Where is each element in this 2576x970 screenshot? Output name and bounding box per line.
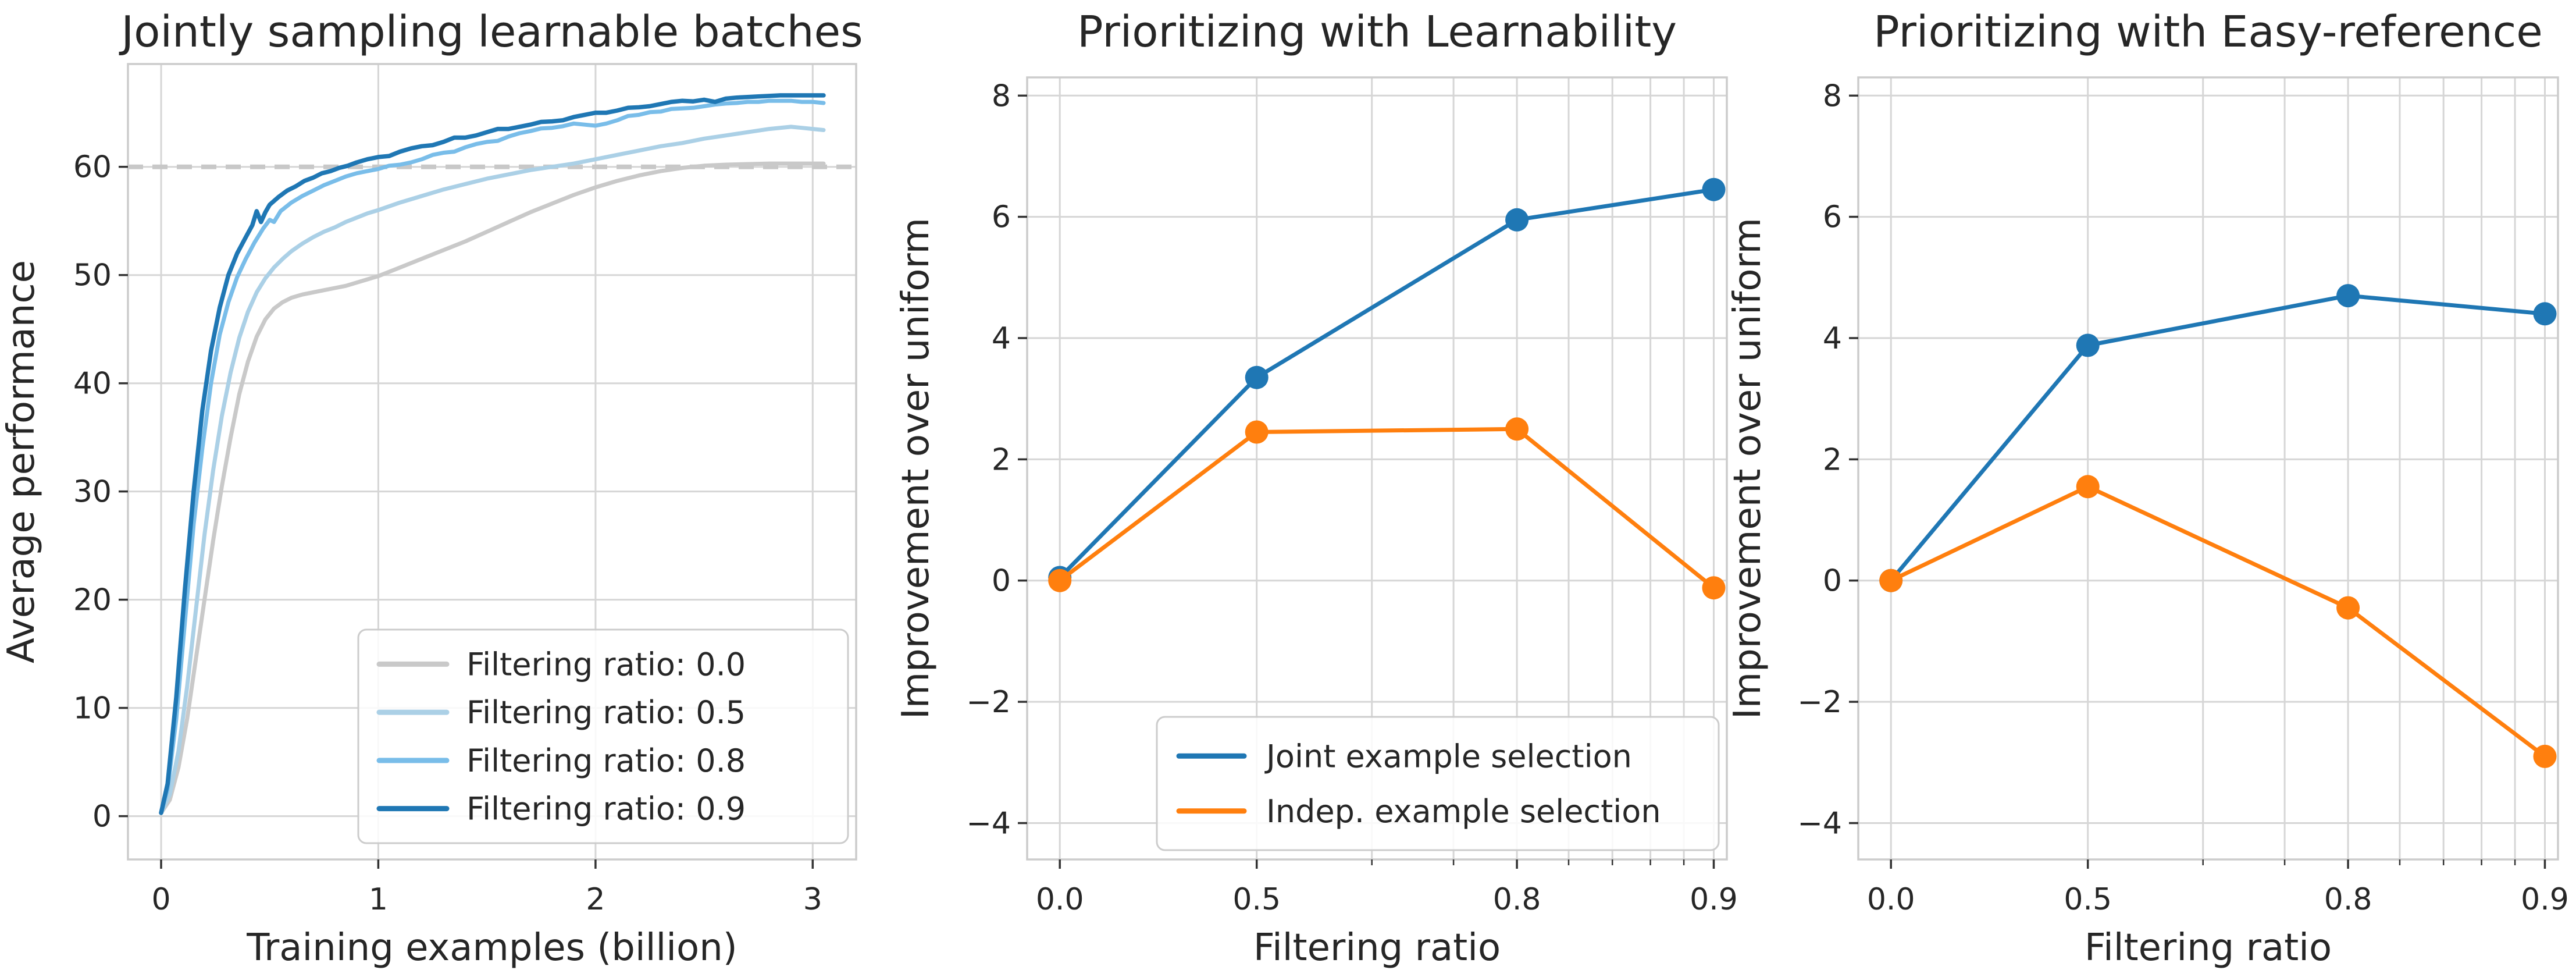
legend-label: Indep. example selection <box>1266 793 1661 830</box>
x-tick-label: 0.5 <box>2064 882 2112 917</box>
chart-easy-reference: 0.0 0.5 0.8 0.9 −4 −2 0 2 4 6 8 Prioritizing with E… <box>1726 7 2569 969</box>
chart-title: Prioritizing with Learnability <box>1077 7 1677 57</box>
y-tick-label: 0 <box>992 564 1011 599</box>
series-line-filtering-ratio-0.5 <box>159 125 826 815</box>
data-point-indep.-example-selection <box>1048 569 1072 592</box>
series-line-indep.-example-selection <box>1057 427 1716 590</box>
series-line-joint-example-selection <box>1889 293 2547 583</box>
data-point-joint-example-selection <box>1505 208 1529 232</box>
y-tick-label: −4 <box>1797 806 1842 841</box>
y-tick-label: 8 <box>1823 79 1842 113</box>
plot-border <box>127 63 857 861</box>
chart-learnability: 0.0 0.5 0.8 0.9 −4 −2 0 2 4 6 8 Prioritizing with L… <box>895 7 1738 969</box>
y-tick-label: 2 <box>1823 442 1842 477</box>
x-axis-label: Filtering ratio <box>2085 926 2332 969</box>
data-point-joint-example-selection <box>1245 365 1269 389</box>
y-axis-label: Improvement over uniform <box>895 218 938 719</box>
legend-label: Filtering ratio: 0.5 <box>466 694 746 731</box>
data-point-joint-example-selection <box>2076 333 2100 357</box>
x-axis-label: Filtering ratio <box>1253 926 1501 969</box>
data-point-indep.-example-selection <box>1702 576 1726 600</box>
y-tick-label: −2 <box>966 685 1011 720</box>
data-point-indep.-example-selection <box>1505 417 1529 441</box>
y-tick-label: 6 <box>1823 200 1842 235</box>
chart-title: Jointly sampling learnable batches <box>119 7 863 57</box>
legend-label: Filtering ratio: 0.0 <box>466 646 746 683</box>
data-point-joint-example-selection <box>2336 284 2360 308</box>
data-point-indep.-example-selection <box>2533 744 2557 768</box>
y-tick-label: 6 <box>992 200 1011 235</box>
series-line-filtering-ratio-0.0 <box>159 161 826 815</box>
x-tick-label: 2 <box>586 882 605 917</box>
legend-box <box>1156 716 1720 851</box>
data-point-indep.-example-selection <box>2336 596 2360 620</box>
x-axis-label: Training examples (billion) <box>246 926 737 969</box>
series-line-joint-example-selection <box>1057 187 1716 580</box>
y-tick-label: −4 <box>966 806 1011 841</box>
series-line-filtering-ratio-0.8 <box>159 98 826 815</box>
y-tick-label: 10 <box>73 691 112 726</box>
legend: Joint example selection Indep. example se… <box>1156 716 1720 851</box>
data-point-indep.-example-selection <box>1245 420 1269 444</box>
legend-label: Filtering ratio: 0.9 <box>466 791 746 827</box>
data-point-indep.-example-selection <box>2076 475 2100 499</box>
x-tick-label: 0.8 <box>1493 882 1541 917</box>
x-tick-label: 0.9 <box>2521 882 2569 917</box>
y-tick-label: 30 <box>73 475 112 510</box>
y-tick-label: 4 <box>992 321 1011 356</box>
y-tick-label: −2 <box>1797 685 1842 720</box>
data-point-joint-example-selection <box>1702 177 1726 201</box>
legend-label: Joint example selection <box>1264 738 1632 774</box>
x-tick-label: 0.0 <box>1867 882 1915 917</box>
x-tick-label: 3 <box>803 882 822 917</box>
y-tick-label: 60 <box>73 150 112 185</box>
chart-title: Prioritizing with Easy-reference <box>1873 7 2543 57</box>
y-axis-label: Improvement over uniform <box>1726 218 1769 719</box>
data-point-indep.-example-selection <box>1879 569 1903 592</box>
x-tick-label: 0.5 <box>1232 882 1281 917</box>
y-axis-label: Average performance <box>0 260 43 663</box>
gridlines <box>1858 77 2558 859</box>
plot-border <box>1857 76 2559 861</box>
y-tick-label: 20 <box>73 583 112 618</box>
series-line-indep.-example-selection <box>1889 484 2547 759</box>
x-tick-label: 0.0 <box>1036 882 1084 917</box>
x-tick-label: 0 <box>151 882 170 917</box>
y-tick-label: 40 <box>73 367 112 401</box>
legend-label: Filtering ratio: 0.8 <box>466 742 746 779</box>
x-tick-label: 0.9 <box>1690 882 1738 917</box>
y-tick-label: 0 <box>92 800 112 834</box>
series-line-filtering-ratio-0.9 <box>159 93 826 815</box>
plot-border <box>1026 76 1728 861</box>
legend: Filtering ratio: 0.0 Filtering ratio: 0.5… <box>357 628 849 844</box>
x-tick-label: 0.8 <box>2324 882 2372 917</box>
x-tick-label: 1 <box>369 882 388 917</box>
y-tick-label: 2 <box>992 442 1011 477</box>
y-tick-label: 0 <box>1823 564 1842 599</box>
y-tick-label: 4 <box>1823 321 1842 356</box>
legend-box <box>357 628 849 844</box>
data-point-joint-example-selection <box>2533 302 2557 326</box>
y-tick-label: 8 <box>992 79 1011 113</box>
y-tick-label: 50 <box>73 258 112 293</box>
